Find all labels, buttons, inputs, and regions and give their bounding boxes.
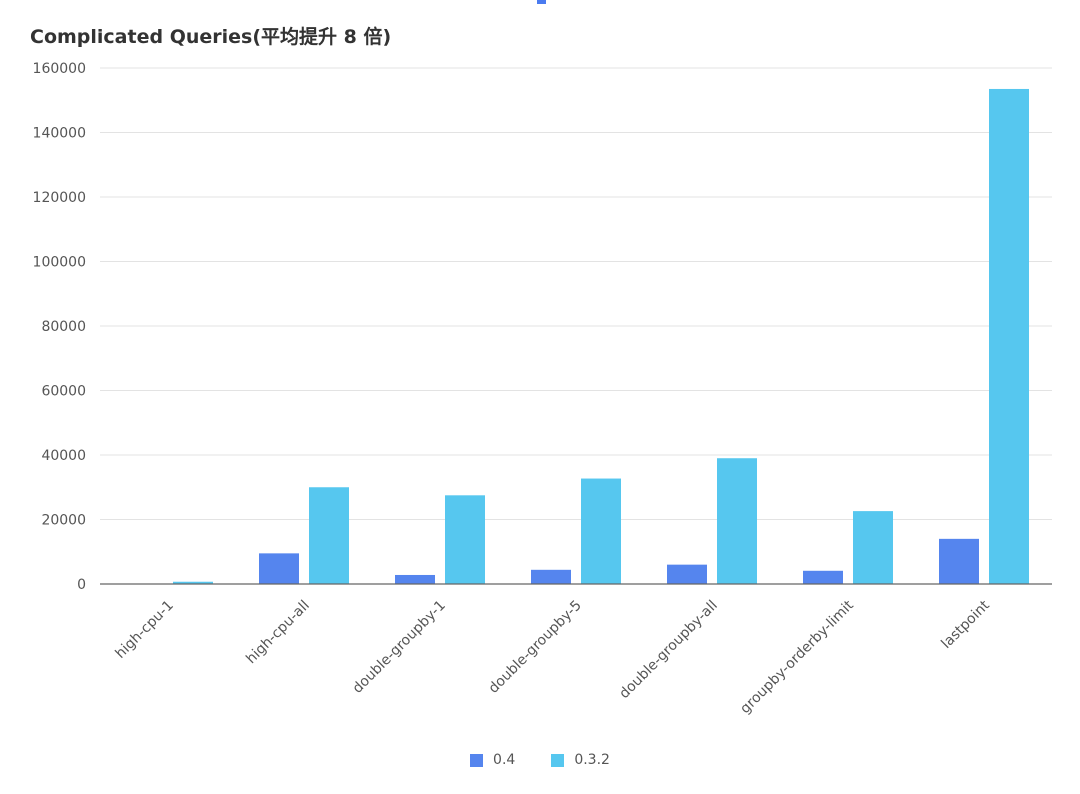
y-tick-label: 100000: [33, 255, 86, 271]
x-tick-label: double-groupby-all: [616, 598, 720, 702]
chart-legend: 0.4 0.3.2: [0, 752, 1080, 768]
x-tick-label: high-cpu-all: [243, 598, 313, 668]
y-tick-label: 80000: [41, 319, 86, 335]
bar-series-1: [395, 574, 435, 584]
y-tick-label: 160000: [33, 61, 86, 77]
bar-series-1: [939, 538, 979, 584]
legend-item-series-1[interactable]: 0.4: [470, 752, 515, 768]
chart-title: Complicated Queries(平均提升 8 倍): [30, 26, 392, 48]
bar-series-1: [259, 553, 299, 584]
legend-item-series-2[interactable]: 0.3.2: [551, 752, 610, 768]
legend-swatch-series-1: [470, 753, 484, 767]
x-tick-label: lastpoint: [938, 597, 993, 652]
x-tick-label: groupby-orderby-limit: [737, 597, 857, 717]
x-tick-label: double-groupby-5: [486, 598, 585, 697]
bar-series-2: [581, 478, 621, 584]
x-tick-label: double-groupby-1: [350, 598, 449, 697]
bar-series-1: [667, 564, 707, 584]
y-tick-label: 140000: [33, 126, 86, 142]
bar-series-2: [309, 487, 349, 584]
bar-series-2: [173, 581, 213, 584]
bar-series-2: [445, 495, 485, 584]
bar-series-1: [803, 570, 843, 584]
bar-series-2: [717, 458, 757, 584]
y-tick-label: 0: [77, 577, 86, 593]
y-tick-label: 40000: [41, 448, 86, 464]
y-tick-label: 120000: [33, 190, 86, 206]
legend-label-series-2: 0.3.2: [574, 752, 610, 768]
legend-swatch-series-2: [551, 753, 565, 767]
x-tick-label: high-cpu-1: [112, 598, 176, 662]
top-marker: [537, 0, 546, 4]
bar-series-1: [531, 569, 571, 584]
y-tick-label: 20000: [41, 513, 86, 529]
bar-series-2: [989, 88, 1029, 585]
y-tick-label: 60000: [41, 384, 86, 400]
bar-series-2: [853, 511, 893, 584]
legend-label-series-1: 0.4: [493, 752, 516, 768]
